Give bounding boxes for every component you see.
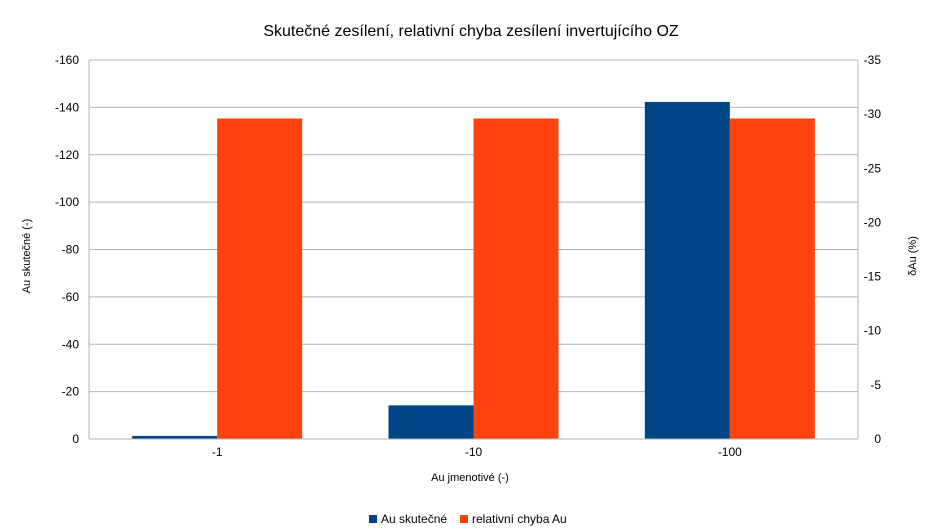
y2-axis-label: δAu (%) (907, 236, 919, 276)
legend-swatch (460, 515, 468, 523)
x-tick-label: -1 (212, 445, 223, 459)
x-axis-ticks: -1 -10 -100 (212, 445, 742, 459)
y2-tick-label: -20 (864, 215, 882, 229)
bar-au-skutecne (388, 405, 474, 439)
y-axis-label: Au skutečné (-) (21, 219, 33, 294)
y2-tick-label: -5 (870, 378, 881, 392)
y-tick-label: -80 (62, 243, 80, 257)
x-axis-label: Au jmenotivé (-) (431, 472, 509, 484)
y2-tick-label: -30 (864, 107, 882, 121)
bar-relativni-chyba (729, 118, 815, 439)
y-tick-label: 0 (72, 432, 79, 446)
chart-title: Skutečné zesílení, relativní chyba zesíl… (263, 23, 679, 40)
y2-tick-label: 0 (874, 432, 881, 446)
y2-tick-label: -35 (864, 53, 882, 67)
bar-relativni-chyba (473, 118, 559, 439)
y-tick-label: -20 (62, 385, 80, 399)
legend: Au skutečné relativní chyba Au (369, 512, 567, 526)
y-tick-label: -100 (55, 195, 79, 209)
bars (132, 101, 815, 439)
right-axis-ticks: 0 -5 -10 -15 -20 -25 -30 -35 (864, 53, 882, 446)
x-tick-label: -10 (465, 445, 483, 459)
legend-label: Au skutečné (381, 512, 447, 526)
axes (88, 60, 859, 440)
bar-relativni-chyba (217, 118, 303, 439)
bar-au-skutecne (644, 101, 730, 439)
y-tick-label: -120 (55, 148, 79, 162)
y2-tick-label: -25 (864, 161, 882, 175)
y-tick-label: -160 (55, 53, 79, 67)
legend-label: relativní chyba Au (472, 512, 567, 526)
x-tick-label: -100 (718, 445, 742, 459)
y2-tick-label: -15 (864, 270, 882, 284)
y2-tick-label: -10 (864, 324, 882, 338)
left-axis-ticks: 0 -20 -40 -60 -80 -100 -120 -140 -160 (55, 53, 79, 446)
legend-swatch (369, 515, 377, 523)
y-tick-label: -40 (62, 337, 80, 351)
bar-au-skutecne (132, 435, 218, 439)
y-tick-label: -140 (55, 100, 79, 114)
y-tick-label: -60 (62, 290, 80, 304)
